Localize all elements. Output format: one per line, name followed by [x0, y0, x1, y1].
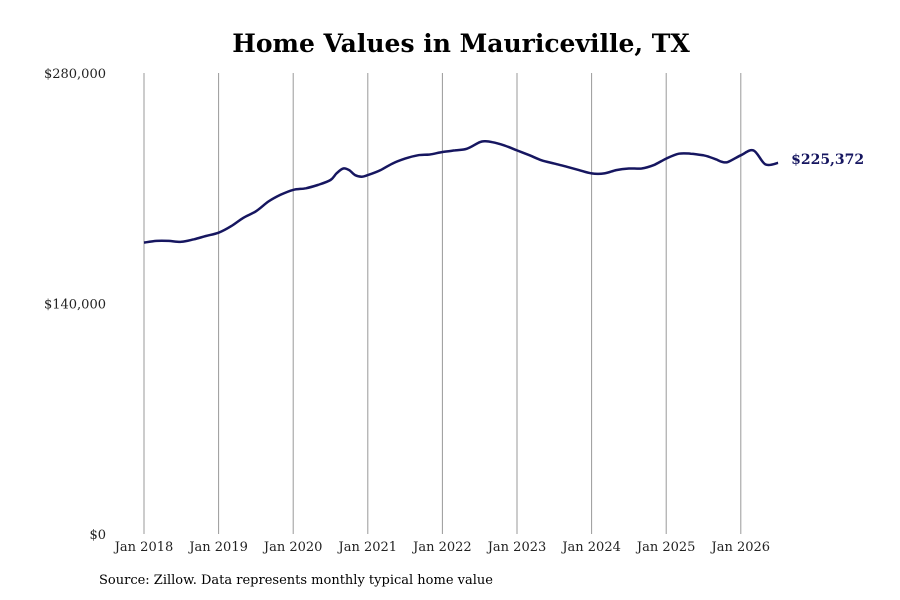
x-tick-label: Jan 2026	[710, 540, 771, 555]
x-tick-label: Jan 2020	[262, 540, 323, 555]
x-tick-label: Jan 2023	[486, 540, 547, 555]
x-tick-label: Jan 2019	[187, 540, 248, 555]
x-tick-labels: Jan 2018 Jan 2019 Jan 2020 Jan 2021 Jan 2022…	[113, 540, 770, 555]
x-tick-label: Jan 2025	[635, 540, 696, 555]
chart-title: Home Values in Mauriceville, TX	[232, 29, 690, 58]
x-tick-label: Jan 2022	[411, 540, 472, 555]
y-tick-label: $0	[89, 528, 106, 543]
x-tick-label: Jan 2021	[337, 540, 398, 555]
y-tick-label: $140,000	[44, 298, 106, 313]
last-value-label: $225,372	[791, 152, 864, 168]
x-tick-label: Jan 2024	[560, 540, 621, 555]
y-tick-label: $280,000	[44, 67, 106, 82]
y-tick-labels: $0 $140,000 $280,000	[44, 67, 106, 543]
source-note: Source: Zillow. Data represents monthly …	[99, 573, 493, 588]
x-gridlines	[143, 73, 742, 534]
series-line	[143, 139, 779, 244]
series-layer	[143, 139, 779, 244]
x-tick-label: Jan 2018	[113, 540, 174, 555]
